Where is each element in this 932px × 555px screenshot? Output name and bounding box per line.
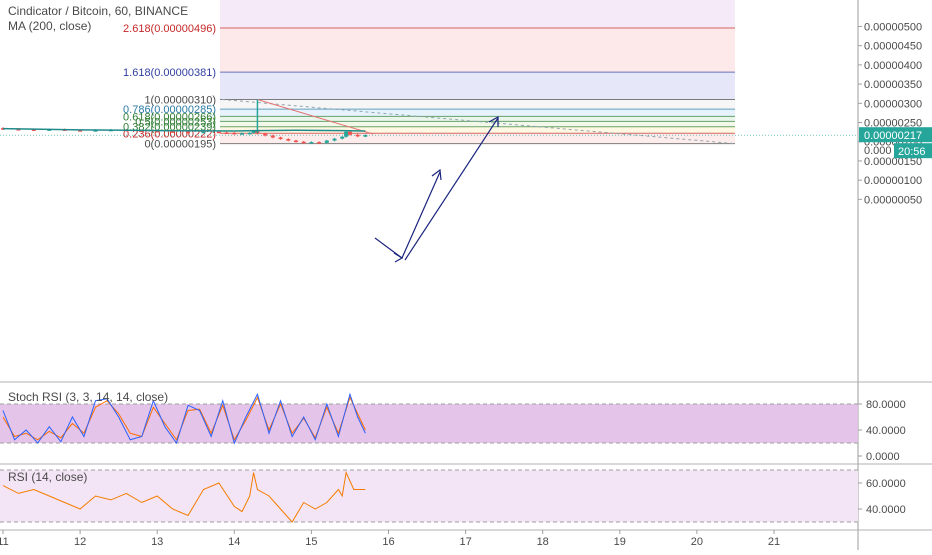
projection-arrow [404, 117, 499, 261]
fib-level-label: 0.5(0.00000253) [135, 116, 216, 128]
time-tick-label: 20 [691, 536, 703, 548]
candle [301, 141, 306, 144]
candle [78, 130, 83, 132]
arrow-head [431, 168, 442, 181]
fib-zone [220, 126, 735, 134]
rsi-tick-label: 40.0000 [866, 504, 906, 516]
price-tick-label: 0.00000300 [864, 98, 922, 110]
candle [170, 131, 175, 133]
fib-level-label: 0.786(0.00000285) [123, 104, 216, 116]
rsi-tick-label: 60.0000 [866, 478, 906, 490]
countdown-value: 20:56 [898, 146, 926, 158]
stoch-tick-label: 40.0000 [866, 425, 906, 437]
stoch-band [0, 404, 858, 443]
candle [263, 133, 268, 136]
ma-legend: MA (200, close) [8, 19, 92, 33]
stoch-rsi-legend: Stoch RSI (3, 3, 14, 14, close) [8, 390, 169, 404]
current-price-badge [859, 127, 932, 143]
price-tick-label: 0.00000250 [864, 118, 922, 130]
candle [201, 131, 206, 134]
time-tick-label: 11 [0, 536, 9, 548]
time-tick-label: 14 [228, 536, 240, 548]
fib-zone [220, 109, 735, 117]
fib-trend-line [221, 98, 736, 145]
stoch-k-line [2, 392, 366, 445]
fib-zone [220, 99, 735, 110]
price-tick-label: 0.00000450 [864, 41, 922, 53]
candle [332, 138, 337, 141]
candle [293, 140, 298, 143]
fib-level-label: 1.618(0.00000381) [123, 67, 216, 79]
price-tick-label: 0.000 [864, 145, 892, 157]
fib-zone [220, 0, 735, 28]
countdown-badge [894, 143, 932, 159]
time-tick-label: 18 [537, 536, 549, 548]
candle [47, 129, 52, 131]
fib-zone [220, 121, 735, 127]
fib-zone [220, 28, 735, 73]
arrow-head [488, 115, 499, 127]
candle [155, 130, 160, 133]
candle [247, 132, 252, 135]
candle [251, 130, 256, 133]
stoch-tick-label: 80.0000 [866, 399, 906, 411]
candle [363, 135, 368, 137]
symbol-title: Cindicator / Bitcoin, 60, BINANCE [8, 4, 189, 18]
candle [344, 131, 349, 137]
trend-line [257, 98, 374, 135]
price-tick-label: 0.00000050 [864, 194, 922, 206]
candle [216, 131, 221, 134]
fib-zone [220, 133, 735, 144]
fib-level-label: 2.618(0.00000496) [123, 23, 216, 35]
price-tick-label: 0.00000100 [864, 175, 922, 187]
time-tick-label: 15 [305, 536, 317, 548]
arrow-head [393, 252, 404, 263]
ma-line [2, 127, 366, 132]
candle [186, 131, 191, 134]
candle [355, 134, 360, 137]
candle [232, 132, 237, 135]
price-tick-label: 0.00000350 [864, 79, 922, 91]
price-tick-label: 0.00000400 [864, 60, 922, 72]
fib-level-label: 0(0.00000195) [144, 139, 216, 151]
candle [317, 142, 322, 144]
rsi-band [0, 470, 858, 522]
candle [31, 129, 36, 131]
time-tick-label: 16 [382, 536, 394, 548]
candle [286, 139, 291, 141]
time-tick-label: 13 [151, 536, 163, 548]
time-tick-label: 21 [768, 536, 780, 548]
candle [240, 133, 245, 135]
candle [93, 130, 98, 132]
time-tick-label: 17 [459, 536, 471, 548]
candle [270, 135, 275, 138]
fib-level-label: 0.618(0.00000266) [123, 111, 216, 123]
price-tick-label: 0.00000500 [864, 21, 922, 33]
candle [139, 130, 144, 133]
candle [224, 132, 229, 135]
candle [309, 142, 314, 144]
candle [16, 129, 21, 131]
time-tick-label: 19 [614, 536, 626, 548]
candle [340, 136, 345, 139]
candle [347, 131, 352, 135]
projection-arrow [374, 171, 441, 259]
candle [324, 140, 329, 143]
candle [278, 137, 283, 140]
rsi-line [2, 470, 366, 523]
fib-zone [220, 116, 735, 122]
fib-level-label: 1(0.00000310) [144, 94, 216, 106]
stoch-tick-label: 0.0000 [866, 451, 900, 463]
rsi-legend: RSI (14, close) [8, 470, 88, 484]
current-price-value: 0.00000217 [864, 130, 922, 142]
time-tick-label: 12 [74, 536, 86, 548]
fib-zone [220, 72, 735, 100]
price-tick-label: 0.00000150 [864, 156, 922, 168]
